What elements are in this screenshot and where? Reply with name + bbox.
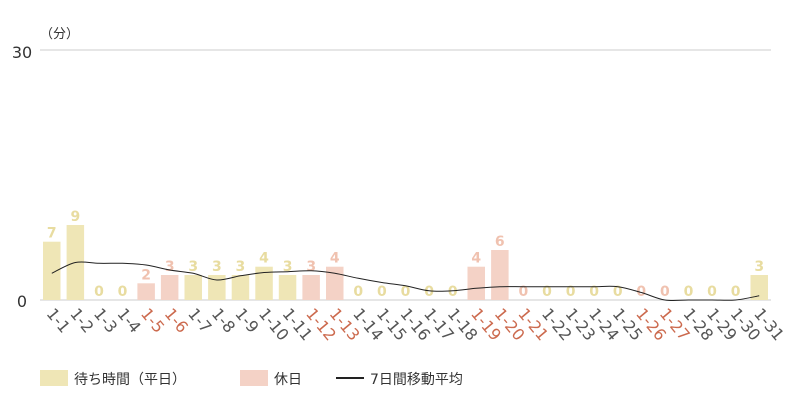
bar-1-8 xyxy=(208,275,226,300)
y-tick-0: 0 xyxy=(17,292,27,311)
data-label-1-2: 9 xyxy=(71,209,81,225)
data-label-1-17: 0 xyxy=(424,284,434,300)
legend-holiday-label: 休日 xyxy=(274,372,302,388)
data-label-1-9: 3 xyxy=(236,259,246,275)
legend-weekday-swatch xyxy=(40,370,68,386)
legend-weekday-label: 待ち時間（平日） xyxy=(74,372,186,388)
legend-moving-average-label: 7日間移動平均 xyxy=(370,372,463,388)
data-label-1-10: 4 xyxy=(259,251,269,267)
moving-average-line xyxy=(51,261,760,302)
x-tick-labels-group: 1-11-21-31-41-51-61-71-81-91-101-111-121… xyxy=(43,304,788,344)
data-label-1-21: 0 xyxy=(519,284,529,300)
y-tick-30: 30 xyxy=(12,43,32,62)
data-label-1-11: 3 xyxy=(283,259,293,275)
data-label-1-6: 3 xyxy=(165,259,175,275)
legend-holiday-swatch xyxy=(240,370,268,386)
bar-1-12 xyxy=(302,275,320,300)
data-label-1-5: 2 xyxy=(141,267,151,283)
data-label-1-15: 0 xyxy=(377,284,387,300)
data-label-1-29: 0 xyxy=(707,284,717,300)
legend: 待ち時間（平日） 休日 7日間移動平均 xyxy=(40,370,463,388)
data-label-1-19: 4 xyxy=(471,251,481,267)
data-label-1-18: 0 xyxy=(448,284,458,300)
data-label-1-1: 7 xyxy=(47,226,57,242)
x-tick-1-3: 1-3 xyxy=(90,304,121,336)
data-label-1-31: 3 xyxy=(754,259,764,275)
data-label-1-20: 6 xyxy=(495,234,505,250)
data-label-1-3: 0 xyxy=(94,284,104,300)
x-tick-1-4: 1-4 xyxy=(113,304,144,336)
bar-1-6 xyxy=(160,275,179,300)
bar-1-11 xyxy=(278,275,297,300)
x-tick-1-5: 1-5 xyxy=(137,304,168,336)
bar-1-19 xyxy=(467,266,485,300)
bar-1-7 xyxy=(184,275,202,300)
data-label-1-4: 0 xyxy=(118,284,128,300)
data-label-1-25: 0 xyxy=(613,284,623,300)
bar-1-5 xyxy=(137,283,155,300)
bar-1-1 xyxy=(43,241,61,300)
data-label-1-16: 0 xyxy=(401,284,411,300)
y-unit-label: （分） xyxy=(40,27,79,42)
data-label-1-22: 0 xyxy=(542,284,552,300)
bars-group xyxy=(43,225,768,300)
data-label-1-24: 0 xyxy=(589,284,599,300)
bar-1-31 xyxy=(750,275,768,300)
data-label-1-8: 3 xyxy=(212,259,222,275)
data-label-1-23: 0 xyxy=(566,284,576,300)
data-label-1-27: 0 xyxy=(660,284,670,300)
bar-1-9 xyxy=(231,275,250,300)
x-tick-1-9: 1-9 xyxy=(231,304,262,336)
data-label-1-12: 3 xyxy=(306,259,316,275)
data-label-1-30: 0 xyxy=(731,284,741,300)
data-label-1-26: 0 xyxy=(636,284,646,300)
x-tick-1-8: 1-8 xyxy=(208,304,239,336)
bar-1-13 xyxy=(326,266,344,300)
x-tick-1-6: 1-6 xyxy=(161,304,192,336)
x-tick-1-2: 1-2 xyxy=(66,304,97,336)
data-label-1-13: 4 xyxy=(330,251,340,267)
bar-1-10 xyxy=(255,266,273,300)
bar-1-20 xyxy=(491,250,509,300)
data-label-1-28: 0 xyxy=(684,284,694,300)
x-tick-1-7: 1-7 xyxy=(184,304,215,336)
x-tick-1-1: 1-1 xyxy=(43,304,74,336)
data-label-1-7: 3 xyxy=(188,259,198,275)
data-label-1-14: 0 xyxy=(353,284,363,300)
